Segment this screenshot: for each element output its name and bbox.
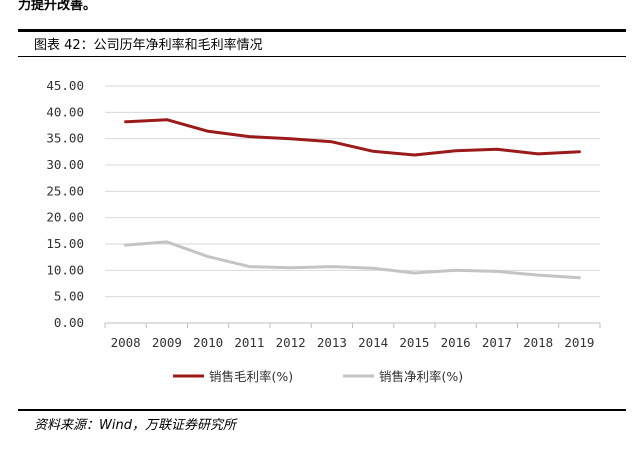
x-axis bbox=[104, 322, 601, 328]
y-tick-label: 40.00 bbox=[46, 104, 84, 119]
y-tick-label: 35.00 bbox=[46, 131, 84, 146]
x-tick-label: 2018 bbox=[523, 335, 553, 350]
figure-title: 图表 42：公司历年净利率和毛利率情况 bbox=[34, 38, 263, 53]
legend-label-1: 销售毛利率(%) bbox=[209, 369, 293, 384]
y-axis-ticks: 0.00 5.00 10.00 15.00 20.00 25.00 30.00 35.00 40… bbox=[46, 78, 84, 330]
x-tick-label: 2019 bbox=[564, 335, 594, 350]
top-rule bbox=[18, 29, 626, 32]
title-rule bbox=[18, 56, 626, 57]
x-tick-label: 2010 bbox=[193, 335, 223, 350]
series-line-1 bbox=[124, 118, 581, 157]
y-tick-label: 45.00 bbox=[46, 78, 84, 93]
x-tick-label: 2012 bbox=[276, 335, 306, 350]
series-lines bbox=[124, 118, 581, 280]
x-tick-label: 2013 bbox=[317, 335, 347, 350]
legend: 销售毛利率(%) 销售净利率(%) bbox=[173, 369, 463, 384]
x-tick-label: 2016 bbox=[441, 335, 471, 350]
legend-label-2: 销售净利率(%) bbox=[379, 369, 463, 384]
x-tick-label: 2011 bbox=[234, 335, 264, 350]
grid-lines bbox=[105, 85, 600, 298]
series-line-2 bbox=[124, 240, 581, 280]
x-tick-label: 2017 bbox=[482, 335, 512, 350]
y-tick-label: 30.00 bbox=[46, 157, 84, 172]
y-tick-label: 20.00 bbox=[46, 210, 84, 225]
x-tick-label: 2015 bbox=[399, 335, 429, 350]
source-note: 资料来源：Wind，万联证券研究所 bbox=[34, 418, 236, 433]
x-tick-label: 2009 bbox=[152, 335, 182, 350]
x-tick-label: 2008 bbox=[111, 335, 141, 350]
y-tick-label: 5.00 bbox=[54, 289, 84, 304]
header-fragment: 力提升改善。 bbox=[18, 0, 97, 13]
x-tick-label: 2014 bbox=[358, 335, 388, 350]
y-tick-label: 10.00 bbox=[46, 262, 84, 277]
y-tick-label: 15.00 bbox=[46, 236, 84, 251]
y-tick-label: 25.00 bbox=[46, 183, 84, 198]
x-axis-ticks: 2008 2009 2010 2011 2012 2013 2014 2015 2016 2017… bbox=[111, 335, 595, 350]
y-tick-label: 0.00 bbox=[54, 315, 84, 330]
bottom-rule bbox=[18, 409, 626, 411]
